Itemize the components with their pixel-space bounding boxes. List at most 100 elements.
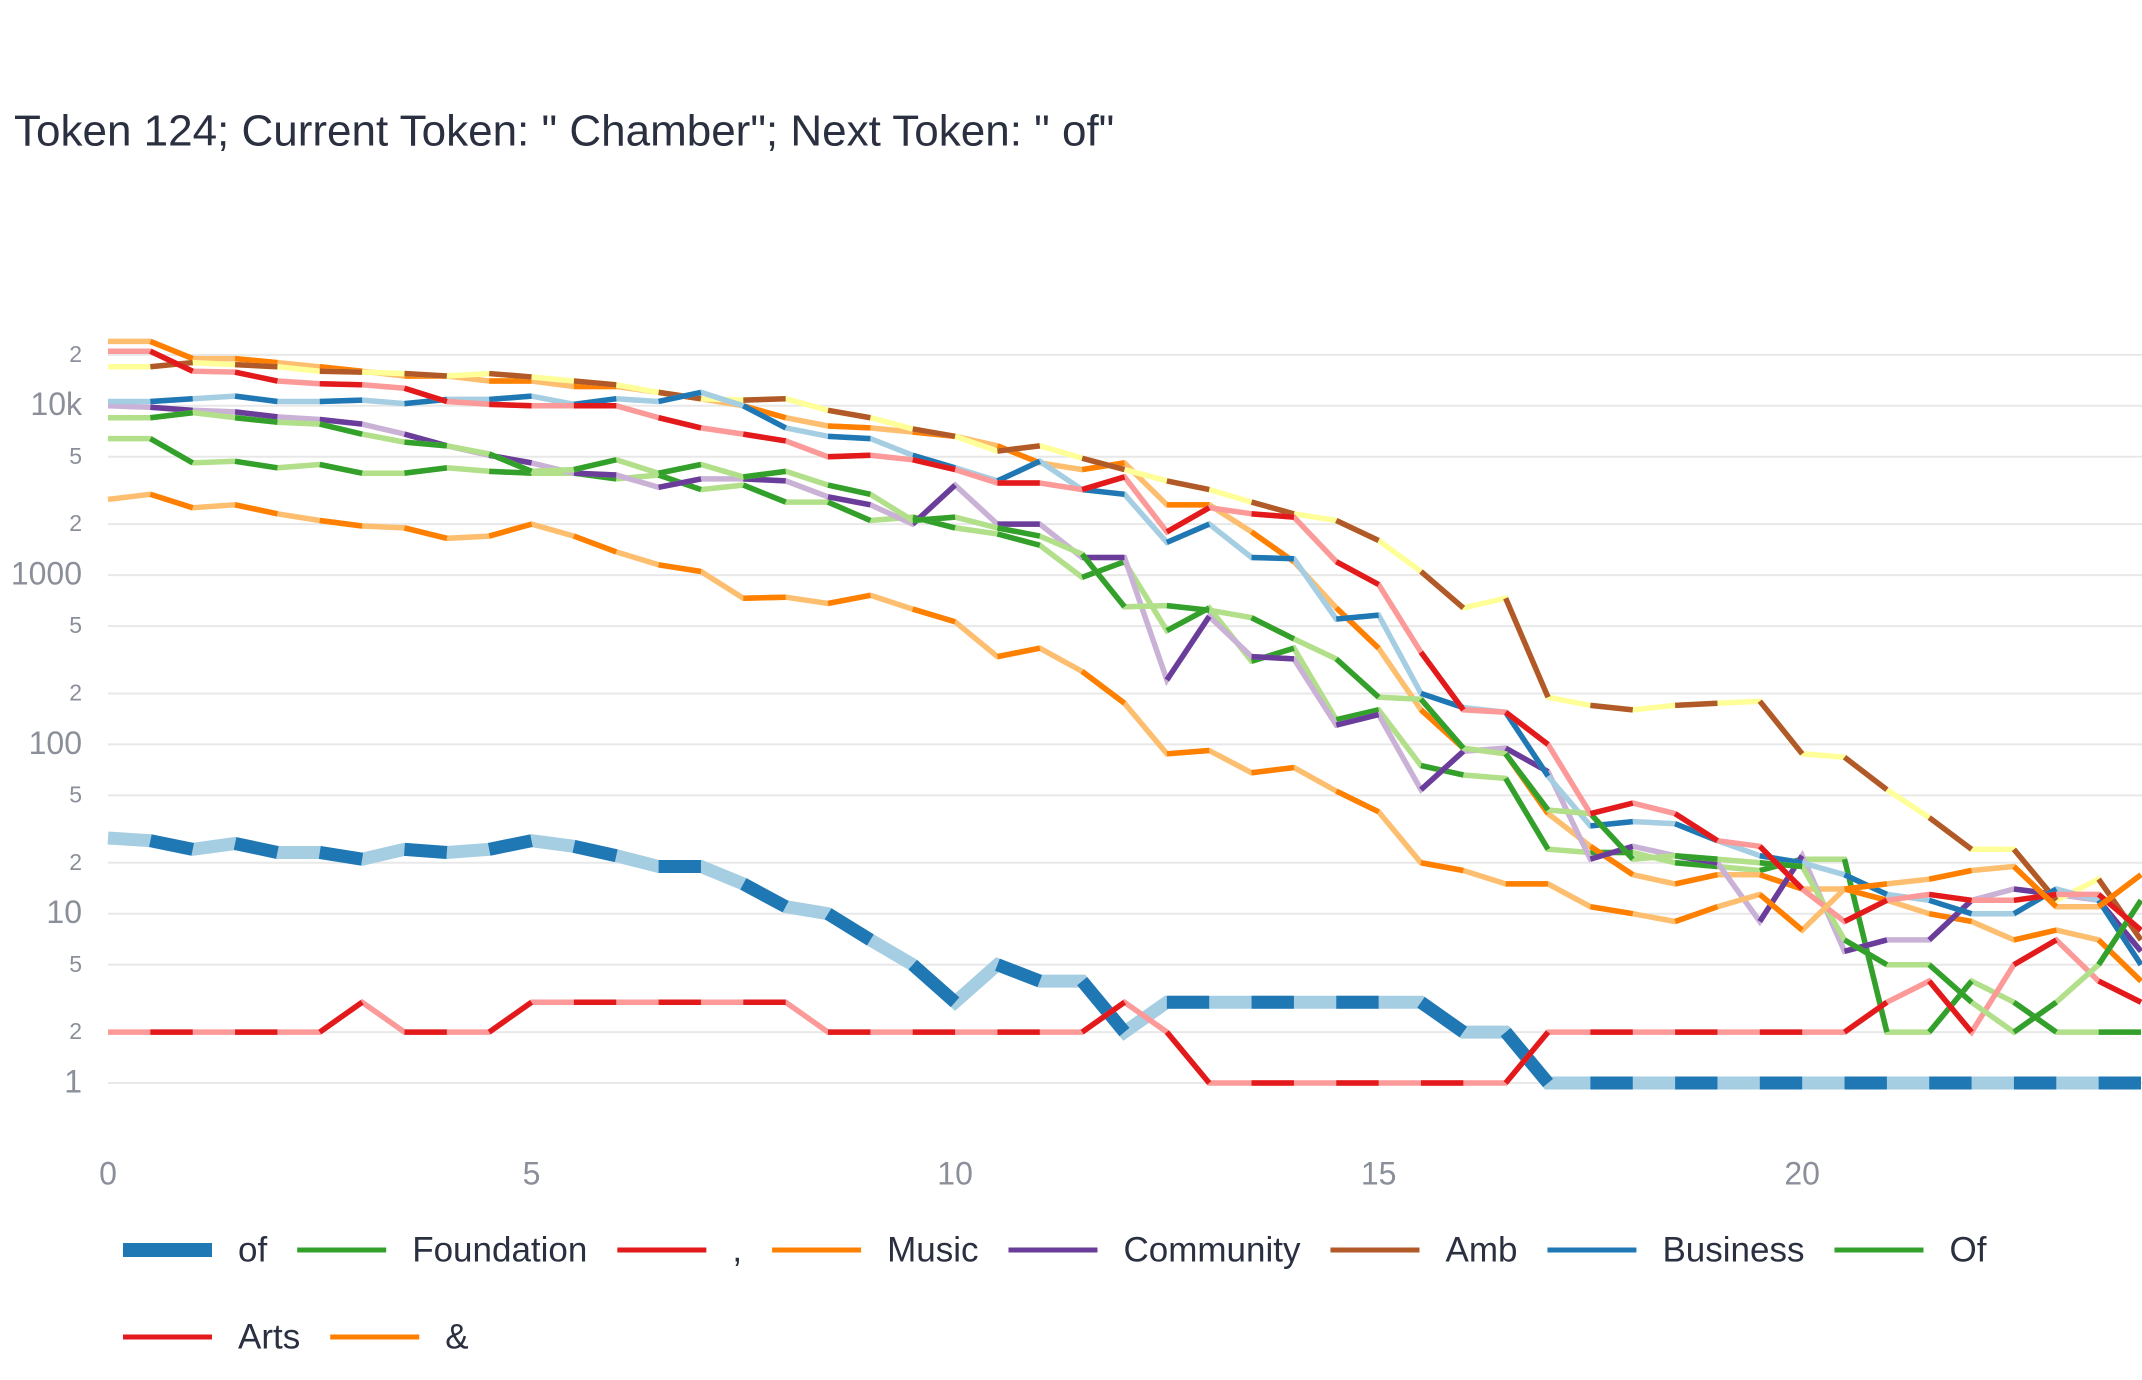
line-segment	[488, 393, 532, 403]
line-segment	[1843, 937, 1888, 954]
x-tick-label: 15	[1361, 1155, 1397, 1191]
line-segment	[1588, 811, 1635, 862]
line-segment	[1927, 815, 1974, 852]
line-segment	[403, 385, 448, 405]
line-segment	[1250, 615, 1296, 642]
y-tick-label: 5	[69, 951, 82, 977]
line-segment	[149, 834, 195, 856]
line-segment	[319, 461, 363, 476]
line-segment	[1844, 881, 1888, 892]
chart-title: Token 124; Current Token: " Chamber"; Ne…	[14, 107, 1114, 156]
x-tick-label: 10	[937, 1155, 973, 1191]
line-segment	[1335, 788, 1380, 815]
line-segment	[1674, 700, 1718, 709]
legend-label: Arts	[238, 1317, 300, 1356]
line-segment	[573, 470, 617, 478]
line-segment	[827, 407, 871, 421]
line-segment	[1334, 605, 1381, 651]
line-segment	[1418, 650, 1466, 712]
line-segment	[827, 433, 871, 442]
line-segment	[573, 378, 617, 388]
line-segment	[743, 594, 786, 601]
grid	[108, 353, 2142, 1085]
line-segment	[234, 369, 278, 384]
line-segment	[489, 468, 532, 476]
legend-label: ,	[732, 1230, 742, 1269]
line-segment	[572, 839, 618, 863]
legend-label: Music	[887, 1230, 978, 1269]
line-segment	[319, 368, 363, 375]
legend-item: Foundation	[297, 1230, 587, 1269]
line-segment	[1503, 752, 1551, 812]
line-segment	[403, 525, 448, 541]
line-segment	[1081, 559, 1126, 580]
line-segment	[488, 521, 533, 539]
line-segment	[743, 396, 786, 403]
line-segment	[148, 436, 195, 466]
line-segment	[234, 355, 278, 366]
line-segment	[2096, 898, 2142, 967]
line-segment	[149, 338, 194, 362]
line-segment	[1927, 979, 1974, 1034]
line-segment	[824, 908, 874, 946]
legend-label: of	[238, 1230, 267, 1269]
line-segment	[1080, 669, 1127, 706]
line-segment	[150, 404, 193, 414]
line-segment	[1080, 552, 1127, 609]
line-segment	[318, 846, 364, 866]
line-segment	[1927, 898, 1974, 942]
line-segment	[488, 370, 532, 380]
line-segment	[1250, 499, 1295, 517]
y-tick-label: 2	[69, 510, 82, 536]
line-segment	[150, 396, 193, 405]
line-segment	[1251, 511, 1295, 520]
legend-item: of	[123, 1230, 267, 1269]
legend-item: Of	[1834, 1230, 1987, 1269]
line-segment	[404, 465, 448, 476]
line-segment	[234, 502, 278, 517]
line-segment	[404, 842, 448, 859]
line-segment	[1334, 559, 1380, 587]
line-segment	[1588, 844, 1635, 877]
line-segment	[1165, 505, 1211, 535]
line-segment	[1080, 1000, 1127, 1035]
line-segment	[1166, 602, 1210, 613]
line-segment	[573, 457, 617, 473]
line-segment	[908, 959, 960, 1008]
line-segment	[827, 592, 871, 607]
line-segment	[1420, 860, 1464, 874]
y-tick-label: 100	[29, 725, 82, 761]
y-tick-label: 2	[69, 849, 82, 875]
line-segment	[1843, 937, 1889, 968]
legend-label: &	[445, 1317, 468, 1356]
legend-label: Of	[1949, 1230, 1986, 1269]
legend-item: Amb	[1330, 1230, 1517, 1269]
series-line	[108, 936, 2142, 1086]
line-segment	[827, 494, 871, 508]
line-segment	[1842, 1000, 1889, 1035]
line-segment	[1336, 612, 1379, 622]
line-segment	[2096, 872, 2142, 909]
line-segment	[743, 476, 786, 484]
line-segment	[995, 958, 1043, 988]
y-tick-label: 5	[69, 781, 82, 807]
line-segment	[404, 439, 448, 449]
legend-item: &	[330, 1317, 469, 1356]
line-segment	[1504, 709, 1550, 747]
line-segment	[1590, 702, 1634, 713]
line-segment	[826, 499, 872, 524]
line-segment	[318, 1000, 364, 1035]
line-segment	[2012, 864, 2059, 909]
line-segment	[150, 409, 194, 421]
line-segment	[1674, 904, 1719, 925]
line-segment	[1674, 872, 1719, 887]
line-segment	[1928, 867, 1973, 882]
line-segment	[996, 458, 1041, 484]
y-tick-label: 2	[69, 680, 82, 706]
line-segment	[742, 403, 787, 431]
line-segment	[319, 421, 363, 437]
line-segment	[234, 393, 278, 405]
line-segment	[319, 397, 363, 405]
